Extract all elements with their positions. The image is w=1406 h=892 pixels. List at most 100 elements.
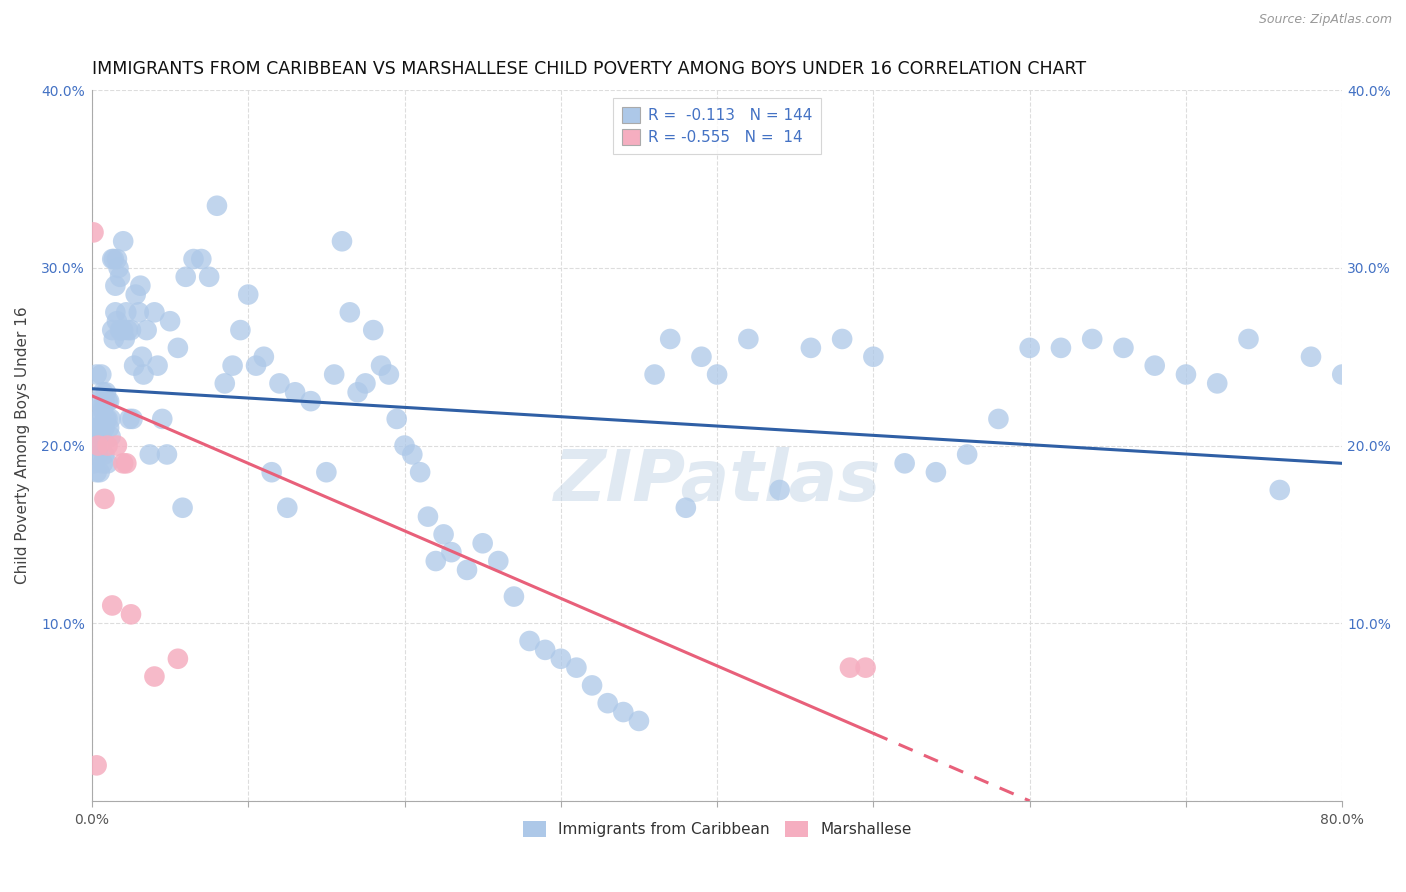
Point: [172, 500, 194, 515]
Point: [1081, 332, 1104, 346]
Point: [471, 536, 494, 550]
Point: [112, 234, 135, 248]
Point: [111, 323, 134, 337]
Point: [432, 527, 454, 541]
Point: [112, 323, 135, 337]
Point: [1175, 368, 1198, 382]
Point: [354, 376, 377, 391]
Point: [284, 385, 307, 400]
Point: [90, 368, 112, 382]
Point: [156, 447, 179, 461]
Point: [98, 394, 121, 409]
Point: [401, 447, 423, 461]
Point: [346, 385, 368, 400]
Point: [104, 305, 127, 319]
Point: [93, 491, 115, 506]
Point: [1268, 483, 1291, 497]
Point: [159, 314, 181, 328]
Point: [627, 714, 650, 728]
Text: IMMIGRANTS FROM CARIBBEAN VS MARSHALLESE CHILD POVERTY AMONG BOYS UNDER 16 CORRE: IMMIGRANTS FROM CARIBBEAN VS MARSHALLESE…: [91, 60, 1085, 78]
Point: [86, 758, 108, 772]
Point: [139, 447, 162, 461]
Point: [107, 260, 129, 275]
Point: [425, 554, 447, 568]
Point: [120, 323, 142, 337]
Point: [97, 394, 120, 409]
Point: [1237, 332, 1260, 346]
Point: [519, 634, 541, 648]
Point: [89, 465, 111, 479]
Point: [104, 278, 127, 293]
Point: [706, 368, 728, 382]
Point: [855, 660, 877, 674]
Point: [87, 421, 110, 435]
Point: [82, 226, 104, 240]
Point: [91, 385, 114, 400]
Point: [167, 652, 190, 666]
Point: [94, 385, 117, 400]
Point: [486, 554, 509, 568]
Point: [659, 332, 682, 346]
Point: [94, 412, 117, 426]
Point: [1018, 341, 1040, 355]
Point: [97, 412, 120, 426]
Point: [108, 269, 131, 284]
Point: [315, 465, 337, 479]
Point: [456, 563, 478, 577]
Point: [108, 323, 131, 337]
Point: [440, 545, 463, 559]
Point: [91, 403, 114, 417]
Point: [565, 660, 588, 674]
Point: [221, 359, 243, 373]
Point: [84, 421, 107, 435]
Point: [87, 394, 110, 409]
Point: [330, 234, 353, 248]
Point: [987, 412, 1010, 426]
Point: [167, 341, 190, 355]
Point: [100, 430, 122, 444]
Point: [644, 368, 666, 382]
Point: [409, 465, 432, 479]
Point: [675, 500, 697, 515]
Point: [118, 412, 141, 426]
Point: [105, 252, 128, 266]
Point: [97, 439, 120, 453]
Point: [534, 643, 557, 657]
Point: [394, 439, 416, 453]
Point: [121, 412, 143, 426]
Point: [260, 465, 283, 479]
Point: [198, 269, 221, 284]
Point: [214, 376, 236, 391]
Point: [91, 456, 114, 470]
Point: [1143, 359, 1166, 373]
Y-axis label: Child Poverty Among Boys Under 16: Child Poverty Among Boys Under 16: [15, 307, 30, 584]
Point: [128, 305, 150, 319]
Point: [93, 447, 115, 461]
Point: [299, 394, 322, 409]
Legend: Immigrants from Caribbean, Marshallese: Immigrants from Caribbean, Marshallese: [517, 814, 918, 843]
Point: [1299, 350, 1322, 364]
Point: [925, 465, 948, 479]
Point: [612, 705, 634, 719]
Point: [105, 439, 128, 453]
Point: [132, 368, 155, 382]
Point: [89, 439, 111, 453]
Point: [150, 412, 173, 426]
Point: [93, 421, 115, 435]
Point: [378, 368, 401, 382]
Point: [1206, 376, 1229, 391]
Point: [98, 421, 121, 435]
Point: [174, 269, 197, 284]
Point: [831, 332, 853, 346]
Point: [86, 465, 108, 479]
Point: [103, 332, 125, 346]
Point: [122, 359, 145, 373]
Point: [82, 456, 104, 470]
Point: [90, 430, 112, 444]
Point: [839, 660, 862, 674]
Point: [361, 323, 384, 337]
Point: [956, 447, 979, 461]
Point: [129, 278, 152, 293]
Point: [1050, 341, 1073, 355]
Point: [269, 376, 291, 391]
